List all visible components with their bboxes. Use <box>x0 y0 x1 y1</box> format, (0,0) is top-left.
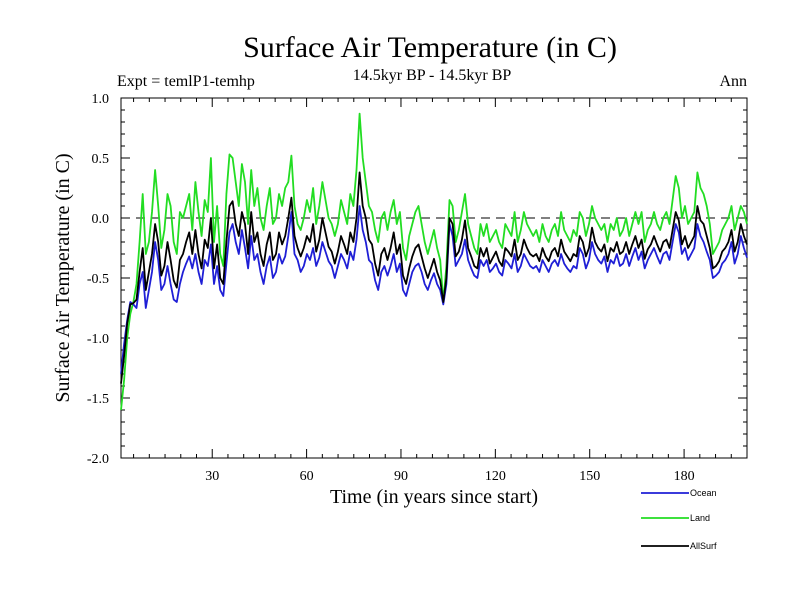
period-label: Ann <box>719 73 747 90</box>
series-line-ocean <box>120 205 748 375</box>
x-tick-label: 120 <box>485 469 506 484</box>
x-tick-label: 90 <box>394 469 408 484</box>
y-tick-label: -0.5 <box>87 272 109 287</box>
y-tick-label: -1.0 <box>87 332 109 347</box>
x-tick-label: 60 <box>300 469 314 484</box>
x-axis-label: Time (in years since start) <box>330 486 538 508</box>
y-tick-label: 0.5 <box>92 152 110 167</box>
chart-subtitle: 14.5kyr BP - 14.5kyr BP <box>353 67 512 84</box>
y-tick-label: 1.0 <box>92 92 110 107</box>
experiment-label: Expt = temlP1-temhp <box>117 73 255 90</box>
x-tick-label: 180 <box>674 469 695 484</box>
y-tick-label: -2.0 <box>87 452 109 467</box>
y-axis-label: Surface Air Temperature (in C) <box>52 153 74 402</box>
series-line-allsurf <box>120 171 748 384</box>
series-line-land <box>120 112 748 411</box>
x-tick-label: 30 <box>205 469 219 484</box>
y-tick-label: 0.0 <box>92 212 110 227</box>
legend-label-ocean: Ocean <box>690 488 717 498</box>
legend-label-land: Land <box>690 513 710 523</box>
legend-label-allsurf: AllSurf <box>690 541 717 551</box>
chart-title: Surface Air Temperature (in C) <box>243 31 617 64</box>
legend: Ocean Land AllSurf <box>641 488 717 551</box>
y-tick-label: -1.5 <box>87 392 109 407</box>
x-tick-label: 150 <box>579 469 600 484</box>
